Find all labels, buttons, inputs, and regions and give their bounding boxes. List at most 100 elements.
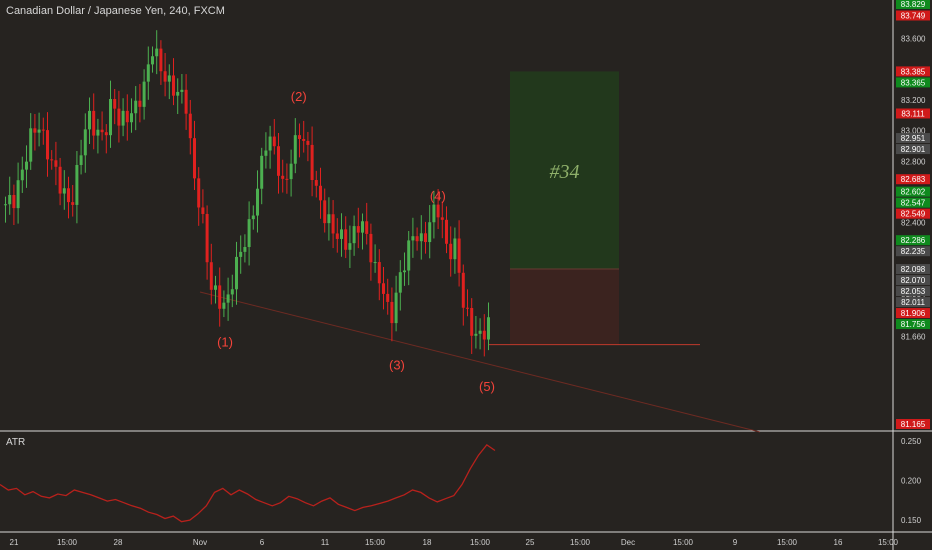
candle-body (470, 307, 474, 336)
atr-y-tick-label: 0.150 (901, 516, 922, 525)
candle-body (117, 108, 121, 126)
wave-label-1: (1) (217, 334, 233, 349)
candle-body (8, 195, 12, 205)
candle-body (487, 317, 490, 340)
candle-body (251, 215, 255, 220)
candle-body (67, 188, 70, 203)
x-tick-label: 16 (834, 538, 843, 547)
candle-body (104, 132, 108, 136)
candle-body (449, 243, 453, 260)
price-label: 82.901 (901, 145, 926, 154)
price-label-badge (896, 66, 930, 77)
y-tick-label: 82.400 (901, 219, 926, 228)
x-tick-label: 15:00 (470, 538, 491, 547)
price-label: 82.547 (901, 199, 926, 208)
candle-body (289, 163, 293, 180)
candle-body (29, 128, 33, 162)
candle-body (361, 221, 364, 233)
candle-body (193, 138, 196, 179)
candle-body (323, 200, 327, 224)
price-label: 81.165 (901, 420, 926, 429)
atr-title: ATR (6, 437, 26, 448)
candle-body (75, 164, 79, 205)
candle-body (340, 229, 343, 239)
candle-body (58, 166, 62, 194)
candle-body (298, 135, 301, 140)
price-label-badge (896, 419, 930, 429)
x-tick-label: 6 (260, 538, 265, 547)
candle-body (331, 214, 335, 234)
y-tick-label: 83.000 (901, 127, 926, 136)
candle-body (285, 178, 289, 180)
y-tick-label: 83.200 (901, 96, 926, 105)
candle-body (235, 256, 238, 290)
candle-body (163, 71, 167, 82)
candle-body (424, 233, 427, 243)
price-label: 82.011 (901, 298, 925, 307)
candle-body (46, 130, 49, 160)
x-tick-label: Nov (193, 538, 207, 547)
candle-body (356, 226, 360, 233)
candle-body (403, 270, 406, 273)
candle-body (247, 219, 251, 248)
atr-y-tick-label: 0.250 (901, 437, 922, 446)
price-label: 82.098 (901, 265, 926, 274)
candle-body (209, 262, 213, 290)
wave-label-2: (2) (291, 89, 307, 104)
candle-body (142, 81, 146, 107)
x-tick-label: 21 (10, 538, 19, 547)
candle-body (50, 159, 54, 161)
candle-body (352, 226, 356, 244)
wave-label-5: (5) (479, 379, 495, 394)
candle-body (428, 222, 432, 243)
candle-body (432, 204, 436, 223)
trend-line (199, 291, 761, 433)
candle-body (96, 129, 100, 136)
candle-body (12, 195, 16, 209)
candle-body (146, 64, 150, 82)
candle-body (180, 89, 184, 92)
candle-body (277, 146, 280, 176)
candle-body (310, 144, 314, 181)
candle-body (445, 219, 448, 244)
price-label: 82.683 (901, 175, 926, 184)
candle-body (92, 110, 96, 136)
candle-body (205, 213, 209, 263)
candle-body (348, 243, 352, 250)
candle-body (327, 214, 331, 224)
candle-body (184, 89, 188, 114)
candle-body (377, 262, 381, 284)
price-label-badge (896, 246, 930, 257)
candle-body (407, 240, 411, 271)
price-label: 82.286 (901, 236, 926, 245)
candle-body (440, 217, 444, 220)
candle-body (436, 204, 440, 218)
candle-body (83, 129, 87, 156)
price-label-badge (896, 144, 930, 155)
price-label-badge (896, 10, 930, 21)
price-label-badge (896, 208, 930, 219)
candle-body (37, 129, 41, 133)
price-label-badge (896, 108, 930, 119)
y-tick-label: 82.800 (901, 157, 926, 166)
x-tick-label: 15:00 (570, 538, 591, 547)
price-label: 83.365 (901, 78, 926, 87)
x-tick-label: 28 (114, 538, 123, 547)
price-label: 82.070 (901, 276, 926, 285)
candle-body (54, 160, 58, 167)
candle-body (382, 283, 385, 294)
price-label-badge (896, 186, 930, 197)
price-label-badge (896, 275, 930, 286)
candle-body (4, 204, 7, 206)
candle-body (239, 251, 243, 257)
candle-body (335, 233, 339, 239)
candle-body (466, 307, 469, 309)
x-tick-label: Dec (621, 538, 635, 547)
x-tick-label: 15:00 (777, 538, 798, 547)
y-tick-label: 81.660 (901, 332, 926, 341)
candle-body (88, 110, 91, 130)
candle-body (134, 100, 138, 114)
candle-body (125, 110, 129, 123)
price-label-badge (896, 0, 930, 9)
